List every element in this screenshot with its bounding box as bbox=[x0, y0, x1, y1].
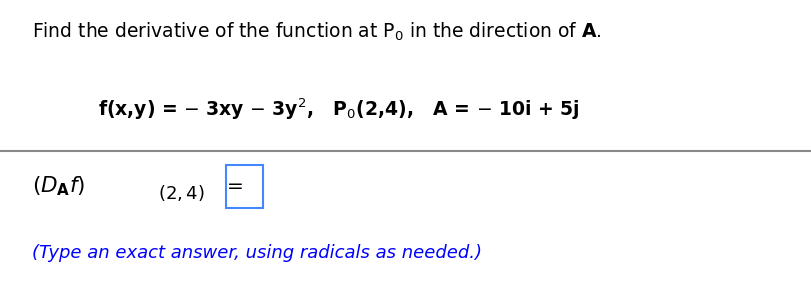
Text: f(x,y) = $-$ 3xy $-$ 3y$^2$,   P$_0$(2,4),   $\mathbf{A}$ = $-$ 10i + 5j: f(x,y) = $-$ 3xy $-$ 3y$^2$, P$_0$(2,4),… bbox=[98, 96, 579, 122]
Text: $(D_{\mathbf{A}}f)$: $(D_{\mathbf{A}}f)$ bbox=[32, 175, 85, 198]
FancyBboxPatch shape bbox=[226, 165, 263, 208]
Text: Find the derivative of the function at P$_0$ in the direction of $\mathbf{A}$.: Find the derivative of the function at P… bbox=[32, 21, 601, 43]
Text: $=$: $=$ bbox=[223, 175, 243, 193]
Text: (Type an exact answer, using radicals as needed.): (Type an exact answer, using radicals as… bbox=[32, 244, 482, 262]
Text: $(2,4)$: $(2,4)$ bbox=[157, 183, 204, 203]
